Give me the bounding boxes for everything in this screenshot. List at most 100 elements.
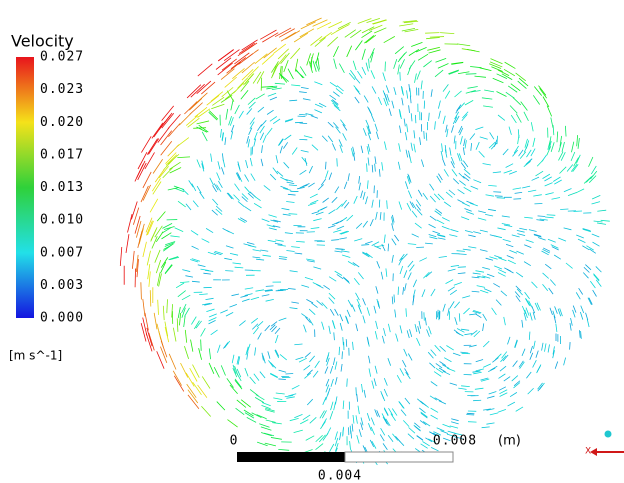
vector-arrow <box>517 234 525 236</box>
vector-arrow <box>316 444 324 450</box>
vector-arrow <box>483 341 489 347</box>
vector-arrow <box>152 236 157 248</box>
vector-arrow <box>394 87 396 95</box>
vector-arrow <box>545 343 547 351</box>
vector-arrow <box>487 274 494 277</box>
vector-arrow <box>547 215 556 216</box>
vector-arrow <box>335 432 337 440</box>
vector-arrow <box>524 112 529 121</box>
vector-arrow <box>315 37 326 46</box>
vector-arrow <box>366 63 368 72</box>
vector-arrow <box>429 224 436 228</box>
vector-arrow <box>436 58 447 62</box>
vector-arrow <box>128 214 133 232</box>
vector-arrow <box>330 82 337 87</box>
vector-arrow <box>304 325 307 333</box>
vector-arrow <box>199 294 208 295</box>
vector-arrow <box>506 244 513 246</box>
vector-arrow <box>272 423 282 424</box>
vector-arrow <box>417 399 423 404</box>
vector-arrow <box>391 414 396 421</box>
vector-arrow <box>180 282 189 283</box>
vector-arrow <box>526 372 531 378</box>
vector-arrow <box>404 349 407 356</box>
vector-arrow <box>398 440 404 446</box>
vector-arrow <box>161 257 168 267</box>
vector-arrow <box>322 419 326 426</box>
vector-arrow <box>461 217 469 220</box>
vector-arrow <box>409 428 415 434</box>
legend-tick-label: 0.000 <box>40 311 84 326</box>
vector-arrow <box>392 255 393 263</box>
vector-arrow <box>247 108 252 114</box>
vector-arrow <box>357 394 358 402</box>
vector-arrow <box>332 197 337 203</box>
scale-bar-white <box>345 452 453 462</box>
vector-arrow <box>362 27 374 33</box>
vector-arrow <box>515 291 520 297</box>
vector-arrow <box>464 139 466 146</box>
vector-arrow <box>487 396 494 398</box>
vector-arrow <box>354 239 362 241</box>
vector-arrow <box>270 116 277 121</box>
vector-arrow <box>392 409 397 416</box>
vector-arrow <box>408 354 412 361</box>
vector-arrow <box>542 284 547 290</box>
vector-arrow <box>395 310 396 318</box>
vector-arrow <box>532 177 539 180</box>
vector-arrow <box>579 288 583 294</box>
vector-arrow <box>564 228 572 230</box>
vector-arrow <box>443 371 450 374</box>
vector-arrow <box>256 94 265 99</box>
vector-arrow <box>330 411 333 419</box>
vector-arrow <box>524 245 531 248</box>
vector-arrow <box>245 74 254 85</box>
vector-arrow <box>136 221 141 238</box>
vector-arrow <box>366 196 368 204</box>
vector-arrow <box>254 203 261 207</box>
vector-arrow <box>463 249 471 250</box>
vector-arrow <box>383 443 387 449</box>
vector-arrow <box>425 33 439 34</box>
vector-arrow <box>486 423 494 424</box>
vector-arrow <box>295 59 297 72</box>
vector-arrow <box>448 287 455 291</box>
vector-arrow <box>374 378 376 386</box>
vector-arrow <box>583 273 588 279</box>
vector-arrow <box>571 152 575 161</box>
vector-arrow <box>458 200 465 204</box>
vector-arrow <box>411 143 412 151</box>
vector-arrow <box>241 81 249 91</box>
vector-arrow <box>260 372 265 378</box>
vector-arrow <box>409 49 419 55</box>
vector-arrow <box>372 242 379 246</box>
vector-arrow <box>408 151 410 159</box>
vector-arrow <box>516 114 521 123</box>
vector-arrow <box>524 161 531 166</box>
vector-arrow <box>421 81 422 90</box>
vector-arrow <box>291 302 298 303</box>
vector-arrow <box>237 369 241 377</box>
vector-arrow <box>248 67 259 78</box>
vector-arrow <box>592 234 600 237</box>
vector-arrow <box>197 186 201 193</box>
vector-arrow <box>333 357 335 365</box>
vector-arrow <box>408 65 412 75</box>
vector-arrow <box>372 86 376 93</box>
vector-arrow <box>368 158 369 166</box>
vector-arrow <box>422 289 425 297</box>
vector-arrow <box>322 410 326 418</box>
vector-arrow <box>341 251 349 252</box>
vector-arrow <box>577 135 578 146</box>
vector-arrow <box>255 347 256 355</box>
vector-arrow <box>415 73 417 82</box>
vector-arrow <box>292 148 297 155</box>
vector-arrow <box>509 250 517 253</box>
vector-arrow <box>240 218 247 222</box>
vector-arrow <box>230 253 238 255</box>
vector-arrow <box>260 250 268 251</box>
vector-arrow <box>290 418 299 420</box>
vector-arrow <box>192 184 196 191</box>
vector-arrow <box>313 219 321 221</box>
vector-arrow <box>266 420 276 422</box>
